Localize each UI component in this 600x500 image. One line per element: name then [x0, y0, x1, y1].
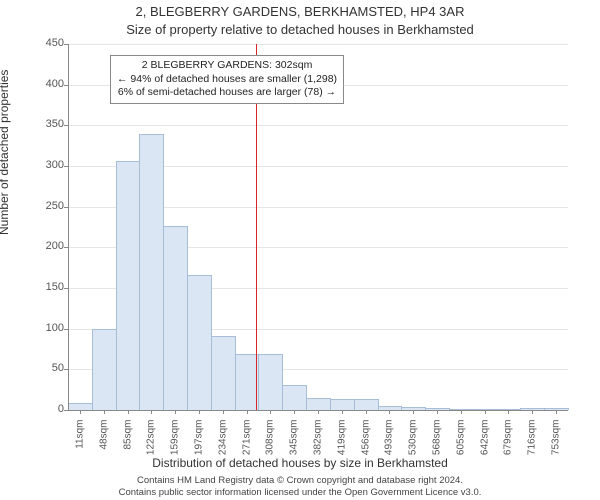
x-tick-mark	[128, 410, 129, 414]
histogram-bar	[163, 226, 188, 410]
x-tick-mark	[342, 410, 343, 414]
x-tick-mark	[104, 410, 105, 414]
footer-line-2: Contains public sector information licen…	[0, 487, 600, 498]
histogram-bar	[306, 398, 331, 410]
info-box: 2 BLEGBERRY GARDENS: 302sqm ← 94% of det…	[110, 55, 344, 104]
histogram-bar	[211, 336, 236, 410]
y-tick-label: 150	[30, 281, 64, 293]
histogram-bar	[116, 161, 141, 410]
x-tick-mark	[389, 410, 390, 414]
y-tick-mark	[64, 85, 68, 86]
y-tick-mark	[64, 166, 68, 167]
x-tick-mark	[80, 410, 81, 414]
y-tick-label: 50	[30, 362, 64, 374]
y-axis-label: Number of detached properties	[0, 70, 11, 235]
x-tick-mark	[532, 410, 533, 414]
x-tick-mark	[508, 410, 509, 414]
histogram-bar	[68, 403, 93, 411]
x-tick-mark	[270, 410, 271, 414]
chart-title-main: 2, BLEGBERRY GARDENS, BERKHAMSTED, HP4 3…	[0, 4, 600, 19]
x-tick-mark	[175, 410, 176, 414]
y-tick-label: 450	[30, 37, 64, 49]
histogram-bar	[187, 275, 212, 410]
x-tick-mark	[413, 410, 414, 414]
info-line-1: 2 BLEGBERRY GARDENS: 302sqm	[117, 59, 337, 73]
x-tick-mark	[318, 410, 319, 414]
x-tick-mark	[556, 410, 557, 414]
y-tick-mark	[64, 288, 68, 289]
x-tick-mark	[199, 410, 200, 414]
gridline-h	[68, 125, 568, 126]
histogram-bar	[139, 134, 164, 410]
x-tick-mark	[461, 410, 462, 414]
histogram-bar	[92, 329, 117, 410]
histogram-bar	[330, 399, 355, 410]
footer-attribution: Contains HM Land Registry data © Crown c…	[0, 475, 600, 498]
x-tick-mark	[437, 410, 438, 414]
gridline-h	[68, 44, 568, 45]
chart-title-sub: Size of property relative to detached ho…	[0, 22, 600, 37]
x-tick-mark	[223, 410, 224, 414]
y-tick-mark	[64, 125, 68, 126]
y-tick-mark	[64, 329, 68, 330]
x-tick-mark	[247, 410, 248, 414]
x-tick-mark	[366, 410, 367, 414]
y-tick-mark	[64, 369, 68, 370]
y-tick-label: 200	[30, 240, 64, 252]
axis-line-left	[68, 44, 69, 410]
histogram-bar	[282, 385, 307, 410]
y-tick-mark	[64, 44, 68, 45]
footer-line-1: Contains HM Land Registry data © Crown c…	[0, 475, 600, 486]
x-tick-mark	[485, 410, 486, 414]
y-tick-label: 350	[30, 118, 64, 130]
y-tick-label: 100	[30, 322, 64, 334]
x-tick-mark	[294, 410, 295, 414]
y-tick-mark	[64, 247, 68, 248]
y-tick-label: 300	[30, 159, 64, 171]
x-axis-label: Distribution of detached houses by size …	[0, 456, 600, 470]
y-tick-label: 400	[30, 78, 64, 90]
histogram-bar	[354, 399, 379, 410]
y-tick-label: 250	[30, 200, 64, 212]
y-tick-label: 0	[30, 403, 64, 415]
y-tick-mark	[64, 410, 68, 411]
histogram-bar	[258, 354, 283, 410]
y-tick-mark	[64, 207, 68, 208]
info-line-2: ← 94% of detached houses are smaller (1,…	[117, 73, 337, 87]
info-line-3: 6% of semi-detached houses are larger (7…	[117, 86, 337, 100]
x-tick-mark	[151, 410, 152, 414]
